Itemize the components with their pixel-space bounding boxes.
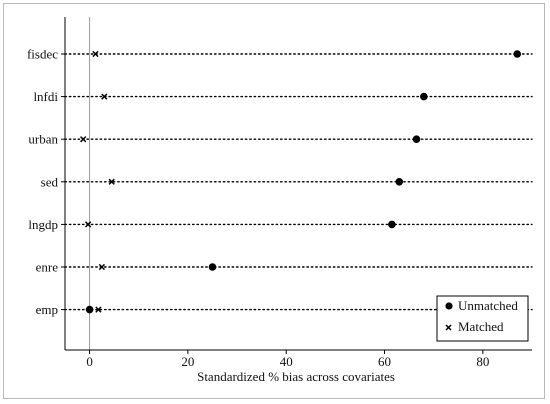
legend-unmatched-label: Unmatched — [458, 298, 518, 313]
legend-matched-marker — [445, 324, 452, 331]
matched-point-emp — [95, 306, 102, 313]
unmatched-point-urban — [412, 135, 421, 143]
category-label-fisdec: fisdec — [27, 47, 58, 62]
legend-matched-label: Matched — [458, 319, 504, 334]
x-tick-label-20: 20 — [181, 354, 194, 369]
legend-box — [436, 295, 529, 342]
grid-layer — [64, 53, 533, 311]
matched-point-enre — [98, 263, 105, 271]
category-labels: fisdec lnfdi urban sed lngdp enre emp — [27, 47, 59, 318]
axes-layer — [61, 17, 532, 351]
unmatched-point-sed — [395, 178, 404, 186]
x-tick-label-80: 80 — [476, 354, 489, 369]
marks-layer — [80, 50, 522, 314]
legend: Unmatched Matched — [436, 295, 529, 342]
unmatched-point-lnfdi — [420, 92, 428, 101]
unmatched-point-fisdec — [513, 50, 522, 58]
category-label-lnfdi: lnfdi — [33, 89, 58, 104]
matched-point-sed — [108, 178, 115, 185]
category-label-lngdp: lngdp — [28, 217, 58, 232]
x-tick-label-0: 0 — [86, 354, 93, 369]
unmatched-point-enre — [208, 263, 217, 271]
legend-unmatched-marker — [445, 302, 453, 310]
category-label-enre: enre — [36, 260, 59, 275]
matched-point-lngdp — [84, 221, 92, 228]
x-axis-title: Standardized % bias across covariates — [197, 369, 395, 384]
x-tick-layer: 0 20 40 60 80 — [86, 350, 489, 369]
category-label-sed: sed — [41, 174, 59, 189]
matched-point-fisdec — [92, 50, 99, 58]
category-label-urban: urban — [28, 132, 58, 147]
chart-frame — [3, 3, 545, 399]
unmatched-point-lngdp — [388, 220, 396, 229]
x-tick-label-40: 40 — [280, 354, 293, 369]
category-label-emp: emp — [36, 302, 58, 317]
matched-point-lnfdi — [101, 93, 108, 100]
unmatched-point-emp — [85, 305, 94, 314]
matched-point-urban — [80, 136, 87, 143]
x-tick-label-60: 60 — [378, 354, 391, 369]
